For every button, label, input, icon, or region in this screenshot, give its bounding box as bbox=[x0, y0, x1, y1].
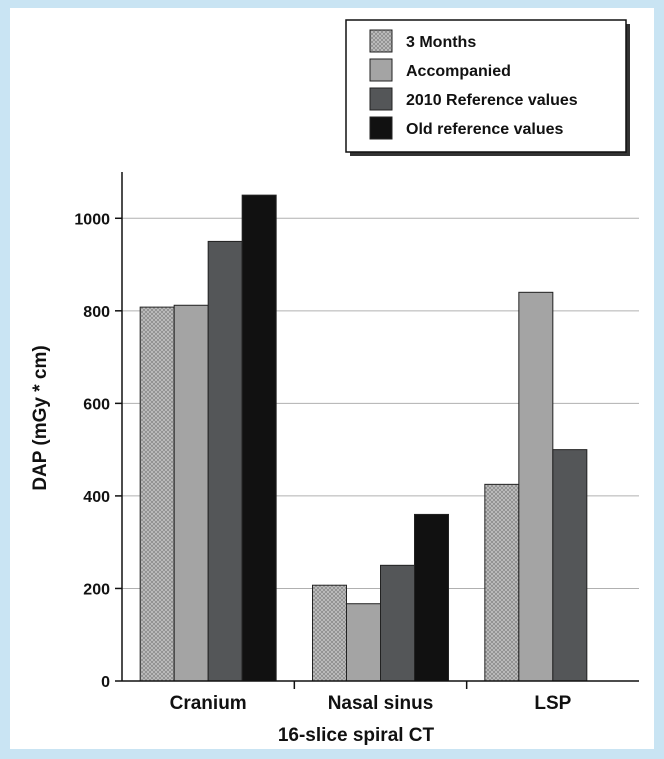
bar-nasal-sinus-3-months bbox=[312, 584, 347, 682]
legend-label: Accompanied bbox=[406, 63, 511, 80]
legend-label: 3 Months bbox=[406, 34, 476, 51]
legend-swatch bbox=[369, 116, 393, 140]
bar-cranium-old-reference-values bbox=[241, 194, 277, 682]
legend-swatch bbox=[369, 87, 393, 111]
y-tick-label: 400 bbox=[83, 489, 110, 506]
legend-label: Old reference values bbox=[406, 121, 564, 138]
x-tick-label: Nasal sinus bbox=[328, 693, 434, 714]
bar-cranium-accompanied bbox=[173, 304, 209, 682]
legend-swatch bbox=[369, 58, 393, 82]
bar-nasal-sinus-accompanied bbox=[346, 603, 381, 682]
bar-lsp-3-months bbox=[484, 483, 520, 682]
legend-swatch bbox=[369, 29, 393, 53]
x-tick-label: LSP bbox=[534, 693, 571, 714]
y-tick-label: 800 bbox=[83, 304, 110, 321]
bar-nasal-sinus-2010-reference-values bbox=[380, 564, 415, 682]
x-tick-label: Cranium bbox=[170, 693, 247, 714]
y-tick-label: 0 bbox=[101, 674, 110, 691]
bar-lsp-2010-reference-values bbox=[552, 449, 588, 682]
legend-box bbox=[345, 19, 627, 153]
y-axis-label: DAP (mGy * cm) bbox=[30, 345, 51, 490]
legend-label: 2010 Reference values bbox=[406, 92, 578, 109]
bar-cranium-3-months bbox=[139, 306, 175, 682]
y-tick-label: 600 bbox=[83, 396, 110, 413]
bar-lsp-accompanied bbox=[518, 291, 554, 682]
y-tick-label: 200 bbox=[83, 581, 110, 598]
y-tick-label: 1000 bbox=[74, 211, 110, 228]
legend: 3 Months Accompanied 2010 Reference values… bbox=[345, 19, 630, 156]
chart-frame: 0 200 400 600 800 1000 Cranium Nasal sinus LSP … bbox=[10, 8, 654, 749]
bar-nasal-sinus-old-reference-values bbox=[414, 513, 449, 682]
bar-cranium-2010-reference-values bbox=[207, 240, 243, 682]
x-axis-label: 16-slice spiral CT bbox=[278, 725, 435, 746]
